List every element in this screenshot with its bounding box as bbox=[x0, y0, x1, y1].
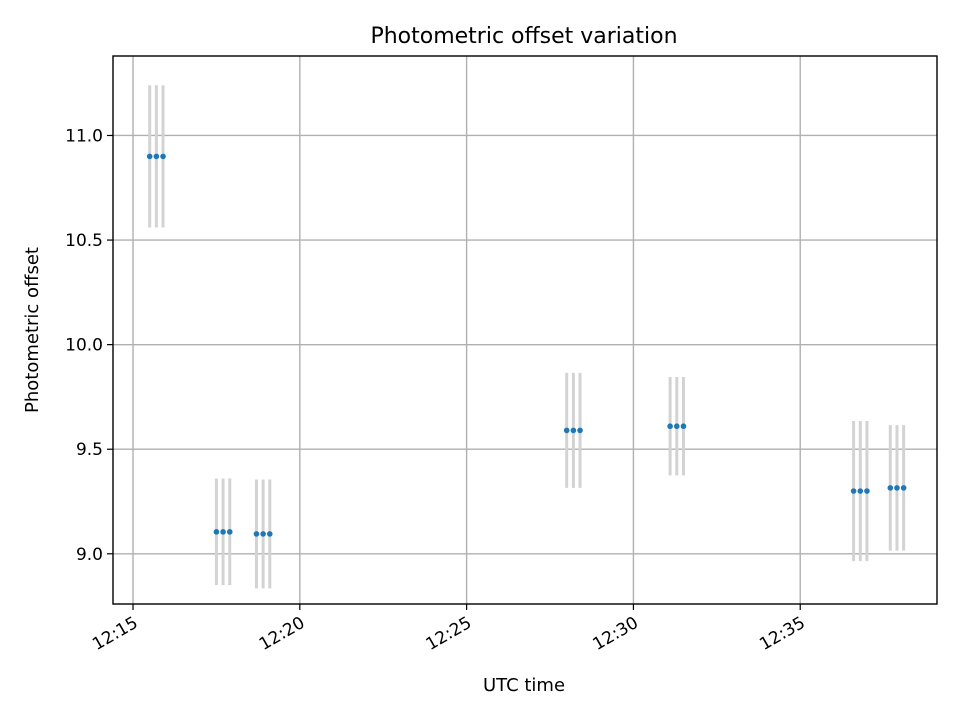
y-tick-label: 9.5 bbox=[76, 440, 103, 460]
data-point bbox=[900, 485, 907, 491]
data-point bbox=[857, 488, 864, 494]
grid bbox=[113, 56, 937, 604]
x-axis-label: UTC time bbox=[483, 675, 565, 696]
data-point bbox=[563, 427, 570, 434]
plot-frame bbox=[112, 55, 938, 605]
data-point bbox=[667, 423, 673, 430]
x-tick-label: 12:20 bbox=[256, 613, 308, 655]
y-tick-label: 10.5 bbox=[65, 231, 103, 251]
data-point bbox=[673, 423, 680, 430]
y-tick-label: 9.0 bbox=[76, 545, 103, 565]
data-point bbox=[213, 529, 220, 535]
x-tick-label: 12:25 bbox=[423, 613, 475, 655]
data-point bbox=[220, 529, 226, 535]
data-point bbox=[160, 153, 166, 160]
data-point bbox=[864, 488, 870, 494]
data-point bbox=[577, 427, 583, 434]
x-tick-label: 12:35 bbox=[756, 613, 808, 655]
y-axis-label: Photometric offset bbox=[22, 247, 43, 413]
x-tick-label: 12:30 bbox=[589, 613, 641, 655]
data-point bbox=[680, 423, 687, 430]
data-point bbox=[894, 485, 900, 491]
data-point bbox=[226, 529, 233, 535]
data-point bbox=[570, 427, 577, 434]
x-tick-label: 12:15 bbox=[89, 613, 141, 655]
y-axis: 9.0 9.5 10.0 10.5 11.0 bbox=[65, 126, 113, 565]
data-markers bbox=[146, 153, 907, 537]
chart-title: Photometric offset variation bbox=[370, 24, 677, 49]
data-point bbox=[850, 488, 857, 494]
data-point bbox=[253, 531, 260, 537]
y-tick-label: 11.0 bbox=[65, 126, 103, 146]
data-point bbox=[146, 153, 153, 160]
data-point bbox=[153, 153, 160, 160]
errorbars bbox=[148, 85, 906, 589]
data-point bbox=[887, 485, 894, 491]
data-point bbox=[260, 531, 266, 537]
y-tick-label: 10.0 bbox=[65, 336, 103, 356]
data-point bbox=[266, 531, 273, 537]
x-axis: 12:15 12:20 12:25 12:30 12:35 bbox=[89, 604, 809, 655]
